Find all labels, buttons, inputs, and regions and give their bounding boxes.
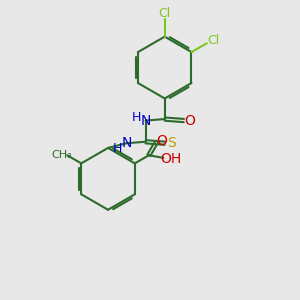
Text: H: H — [132, 110, 141, 124]
Text: N: N — [140, 114, 151, 128]
Text: OH: OH — [160, 152, 181, 166]
Text: S: S — [167, 136, 176, 150]
Text: O: O — [156, 134, 167, 148]
Text: O: O — [184, 114, 195, 128]
Text: CH₃: CH₃ — [52, 150, 72, 160]
Text: H: H — [113, 142, 122, 155]
Text: Cl: Cl — [207, 34, 219, 47]
Text: N: N — [121, 136, 132, 150]
Text: Cl: Cl — [159, 7, 171, 20]
